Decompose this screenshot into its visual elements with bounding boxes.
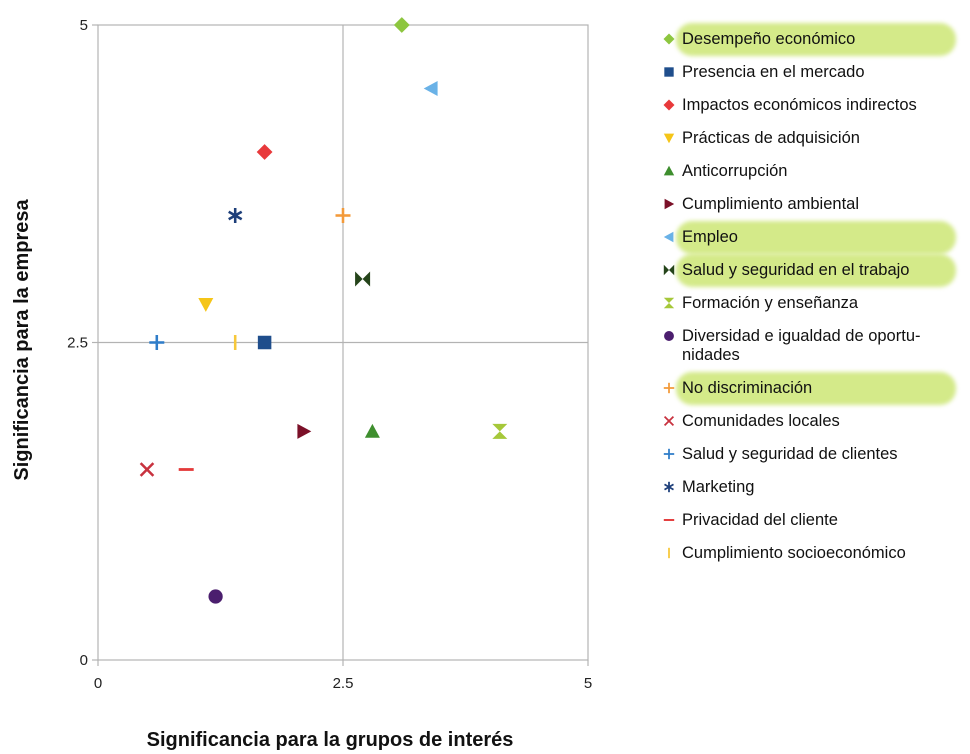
chart-legend: Desempeño económico Presencia en el merca… xyxy=(662,23,962,577)
legend-swatch-triangle-right-icon xyxy=(662,195,676,213)
legend-swatch-triangle-down-icon xyxy=(662,129,676,147)
legend-item-empleo: Empleo xyxy=(662,221,962,254)
legend-item-cumplimiento-ambiental: Cumplimiento ambiental xyxy=(662,195,962,214)
legend-swatch-diamond-icon xyxy=(662,96,676,114)
data-point-no-discriminacion xyxy=(335,208,351,223)
legend-item-comunidades-locales: Comunidades locales xyxy=(662,412,962,431)
data-point-practicas-de-adquisicion xyxy=(198,298,214,312)
legend-label: Diversidad e igualdad de oportu-nidades xyxy=(682,327,921,364)
x-tick-label: 5 xyxy=(584,675,592,692)
data-point-salud-y-seguridad-de-clientes xyxy=(149,335,165,350)
legend-label: Anticorrupción xyxy=(682,162,788,180)
legend-item-presencia-en-el-mercado: Presencia en el mercado xyxy=(662,63,962,82)
legend-label: Desempeño económico xyxy=(682,30,856,48)
legend-swatch-plus-icon xyxy=(662,445,676,463)
legend-item-formacion-y-ensenanza: Formación y enseñanza xyxy=(662,294,962,313)
legend-item-no-discriminacion: No discriminación xyxy=(662,372,962,405)
legend-swatch-plus-icon xyxy=(662,379,676,397)
legend-item-diversidad-e-igualdad-de-oportu-nidades: Diversidad e igualdad de oportu-nidades xyxy=(662,327,962,365)
x-tick-label: 2.5 xyxy=(333,675,354,692)
y-axis-title: Significancia para la empresa xyxy=(11,199,33,481)
legend-swatch-square-icon xyxy=(662,63,676,81)
data-point-formacion-y-ensenanza xyxy=(492,423,508,439)
data-point-empleo xyxy=(423,81,438,96)
scatter-chart: 0 2.5 5 0 2.5 5 Significancia para la grupos … xyxy=(11,17,592,751)
data-point-presencia-en-el-mercado xyxy=(257,335,272,350)
y-tick-label: 0 xyxy=(80,652,88,669)
legend-label: Formación y enseñanza xyxy=(682,294,859,312)
x-axis-title: Significancia para la grupos de interés xyxy=(147,729,514,751)
legend-swatch-circle-icon xyxy=(662,327,676,345)
legend-label: Prácticas de adquisición xyxy=(682,129,860,147)
legend-item-desempeno-economico: Desempeño económico xyxy=(662,23,962,56)
legend-label: Marketing xyxy=(682,478,755,496)
legend-label: Salud y seguridad de clientes xyxy=(682,445,898,463)
legend-label: Comunidades locales xyxy=(682,412,840,430)
legend-item-impactos-economicos-indirectos: Impactos económicos indirectos xyxy=(662,96,962,115)
legend-label: Presencia en el mercado xyxy=(682,63,865,81)
legend-swatch-hourglass-icon xyxy=(662,294,676,312)
x-tick-label: 0 xyxy=(94,675,102,692)
legend-swatch-vbar-icon xyxy=(662,544,676,562)
legend-swatch-asterisk-icon xyxy=(662,478,676,496)
legend-swatch-triangle-up-icon xyxy=(662,162,676,180)
data-point-anticorrupcion xyxy=(364,423,380,438)
legend-label: Cumplimiento socioeconómico xyxy=(682,544,906,562)
legend-item-privacidad-del-cliente: Privacidad del cliente xyxy=(662,511,962,530)
legend-item-marketing: Marketing xyxy=(662,478,962,497)
legend-label: Impactos económicos indirectos xyxy=(682,96,917,114)
highlighter-mark xyxy=(676,372,956,405)
y-tick-label: 5 xyxy=(80,17,88,34)
highlighter-mark xyxy=(676,221,956,254)
legend-item-practicas-de-adquisicion: Prácticas de adquisición xyxy=(662,129,962,148)
highlighter-mark xyxy=(676,254,956,287)
legend-label: Salud y seguridad en el trabajo xyxy=(682,261,910,279)
legend-item-anticorrupcion: Anticorrupción xyxy=(662,162,962,181)
highlighter-mark xyxy=(676,23,956,56)
tick-labels-group: 0 2.5 5 0 2.5 5 xyxy=(67,17,592,692)
data-point-marketing xyxy=(228,208,243,223)
legend-swatch-x-icon xyxy=(662,412,676,430)
legend-label: Cumplimiento ambiental xyxy=(682,195,859,213)
legend-item-salud-y-seguridad-de-clientes: Salud y seguridad de clientes xyxy=(662,445,962,464)
data-point-impactos-economicos-indirectos xyxy=(256,144,273,160)
data-point-diversidad-e-igualdad-de-oportu-nidades xyxy=(208,589,223,604)
data-point-comunidades-locales xyxy=(139,462,155,477)
axes-group xyxy=(97,24,589,661)
legend-swatch-triangle-left-icon xyxy=(662,228,676,246)
legend-label: No discriminación xyxy=(682,379,813,397)
legend-item-cumplimiento-socioeconomico: Cumplimiento socioeconómico xyxy=(662,544,962,563)
legend-swatch-dash-icon xyxy=(662,511,676,529)
data-point-salud-y-seguridad-en-el-trabajo xyxy=(355,271,371,287)
legend-label: Empleo xyxy=(682,228,738,246)
legend-label: Privacidad del cliente xyxy=(682,511,838,529)
data-point-desempeno-economico xyxy=(393,17,410,33)
y-tick-label: 2.5 xyxy=(67,335,88,352)
data-point-cumplimiento-ambiental xyxy=(297,423,312,439)
data-points-group xyxy=(139,17,508,604)
legend-item-salud-y-seguridad-en-el-trabajo: Salud y seguridad en el trabajo xyxy=(662,254,962,287)
legend-swatch-diamond-icon xyxy=(662,30,676,48)
legend-swatch-bowtie-icon xyxy=(662,261,676,279)
